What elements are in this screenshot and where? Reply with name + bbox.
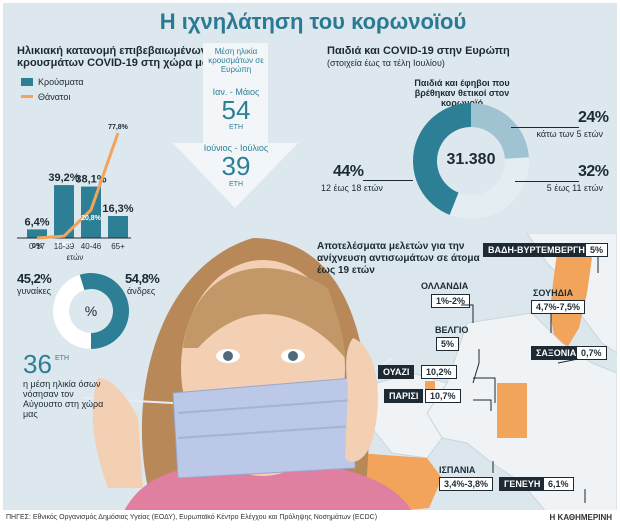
bar-cases-label: 6,4% [24,216,49,228]
mean-age-heading: Μέση ηλικία κρουσμάτων σε Ευρώπη [208,47,264,74]
seg3-leader [363,180,413,181]
deaths-point-label: 1,4% [56,241,73,248]
gender-slice [79,273,129,349]
greece-age-value: 36 [23,349,52,379]
study-tag-value: 1%-2% [431,294,471,308]
study-tag-value: 10,2% [421,365,457,379]
mean-age-value1: 54 [221,95,251,125]
age-chart-title-line1: Ηλικιακή κατανομή επιβεβαιωμένων [17,45,207,57]
study-label-name: ΒΕΛΓΙΟ [435,325,469,335]
study-tag-value: 3,4%-3,8% [439,477,494,491]
mean-age-period1: Ιαν. - Μάιος [212,87,260,97]
bar-cases-label: 38,1% [75,174,106,186]
category-tick-label: 40-46 [81,242,102,251]
female-label: γυναίκες [17,286,51,296]
category-tick-label: 0-17 [29,242,46,251]
antibody-title: Αποτελέσματα μελετών για την ανίχνευση α… [317,241,480,276]
mean-age-arrow [173,43,298,208]
europe-slice [449,157,529,219]
seg3-label: 12 έως 18 ετών [321,183,383,193]
legend-cases-label: Κρούσματα [38,77,84,87]
study-label-name: ΣΟΥΗΔΙΑ [533,288,574,298]
mean-age-period2: Ιούνιος - Ιούλιος [203,143,269,153]
male-pct: 54,8% [125,271,160,286]
seg1-pct: 24% [578,109,609,126]
study-tag-value: 10,7% [425,389,461,403]
bar-cases [27,229,47,238]
europe-donut-chart [413,102,529,219]
europe-slice [471,103,529,159]
gender-center-label: % [85,303,97,319]
bar-cases-label: 39,2% [48,172,79,184]
study-label-name: ΟΛΛΑΝΔΙΑ [421,281,469,291]
europe-subtitle: (στοιχεία έως τα τέλη Ιουλίου) [327,58,445,68]
woman-with-mask-illustration [83,238,412,510]
deaths-point-label: 77,8% [108,124,129,131]
greece-age-unit: ΕΤΗ [55,355,69,362]
gender-donut-chart: % [53,273,129,349]
female-pct: 45,2% [17,271,52,286]
bar-cases [108,215,128,238]
gender-slice [53,274,91,349]
study-tag-name: ΠΑΡΙΣΙ [384,389,424,403]
europe-total: 31.380 [446,151,496,168]
deaths-point-label: 20,8% [81,215,102,222]
seg2-leader [515,181,579,182]
study-tag-value: 5% [585,243,609,257]
deaths-point-label: 0% [32,243,43,250]
study-label-name: ΙΣΠΑΝΙΑ [439,465,476,475]
study-tag-name: ΣΑΞΟΝΙΑ [531,346,582,360]
category-tick-label: 65+ [111,242,125,251]
seg2-label: 5 έως 11 ετών [546,183,603,193]
mean-age-unit2: ΕΤΗ [229,181,243,188]
legend-cases-swatch [21,78,33,86]
study-tag-value: 4,7%-7,5% [531,300,586,314]
study-tag-value: 5% [436,337,460,351]
page-title: Η ιχνηλάτηση του κορωνοϊού [159,9,467,34]
greece-age-desc: η μέση ηλικία όσων νόσησαν τον Αύγουστο … [23,379,104,419]
category-tick-label: 18-39 [54,242,75,251]
bar-cases-label: 16,3% [102,203,133,215]
legend-deaths-label: Θάνατοι [38,92,71,102]
age-chart-title-line2: κρουσμάτων COVID-19 στη χώρα μας [17,57,215,69]
seg1-label: κάτω των 5 ετών [536,129,603,139]
seg3-pct: 44% [333,163,364,180]
x-axis-label: ετών [67,253,84,262]
publisher-brand: Η ΚΑΘΗΜΕΡΙΝΗ [549,513,612,522]
mean-age-unit1: ΕΤΗ [229,124,243,131]
infographic-background: Η ιχνηλάτηση του κορωνοϊού Ηλικιακή κατα… [3,3,617,510]
europe-donut-title: Παιδιά και έφηβοι που βρέθηκαν θετικοί σ… [414,78,510,108]
legend-deaths-swatch [21,95,33,98]
seg1-leader [511,127,579,128]
seg2-pct: 32% [578,163,609,180]
mean-age-value2: 39 [221,151,251,181]
deaths-line [36,132,120,240]
study-tag-name: ΟΥΑΖΙ [378,365,415,379]
europe-title: Παιδιά και COVID-19 στην Ευρώπη [327,45,510,57]
study-tag-value: 0,7% [576,346,607,360]
map-leader-lines [461,257,599,503]
age-bar-chart: 6,4% 0-17 39,2% 18-39 38,1% 40-46 16,3% 65+ 0% 1,… [17,124,134,262]
source-footer: ΠΗΓΕΣ: Εθνικός Οργανισμός Δημόσιας Υγεία… [6,514,378,521]
bar-cases [54,185,74,238]
male-label: άνδρες [127,286,156,296]
europe-slice [413,102,471,215]
study-tag-value: 6,1% [543,477,574,491]
